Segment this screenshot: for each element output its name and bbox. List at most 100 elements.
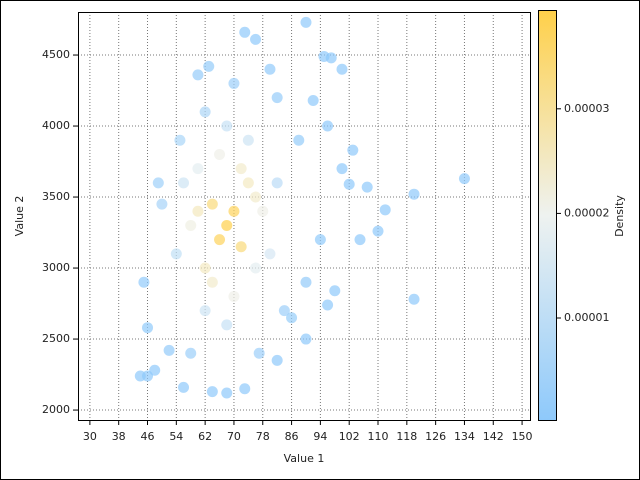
point <box>221 387 233 399</box>
point <box>134 370 146 382</box>
point <box>228 205 240 217</box>
colorbar-tick-label: 0.00001 <box>564 311 610 324</box>
point <box>174 134 186 146</box>
point <box>354 234 366 246</box>
point <box>293 134 305 146</box>
point <box>264 63 276 75</box>
point <box>156 198 168 210</box>
plot-border <box>78 12 531 421</box>
point <box>206 276 218 288</box>
point <box>192 163 204 175</box>
point <box>206 386 218 398</box>
point <box>206 198 218 210</box>
colorbar-label: Density <box>613 195 626 237</box>
point <box>192 205 204 217</box>
x-tick-label: 150 <box>512 430 533 443</box>
point <box>199 262 211 274</box>
point <box>336 163 348 175</box>
point <box>142 322 154 334</box>
point <box>347 144 359 156</box>
colorbar-tick-label: 0.00002 <box>564 206 610 219</box>
point <box>149 364 161 376</box>
point <box>361 181 373 193</box>
point <box>408 293 420 305</box>
plot-area <box>78 12 530 420</box>
y-tick-label: 4000 <box>42 119 70 132</box>
point <box>170 248 182 260</box>
point <box>300 16 312 28</box>
x-tick-label: 70 <box>227 430 241 443</box>
point <box>235 241 247 253</box>
x-tick-label: 62 <box>198 430 212 443</box>
point <box>152 177 164 189</box>
point <box>239 383 251 395</box>
point <box>329 285 341 297</box>
point <box>278 305 290 317</box>
point <box>203 60 215 72</box>
point <box>163 344 175 356</box>
x-tick-label: 38 <box>112 430 126 443</box>
y-tick-label: 3500 <box>42 190 70 203</box>
point <box>214 148 226 160</box>
y-tick-label: 3000 <box>42 261 70 274</box>
x-tick-label: 94 <box>313 430 327 443</box>
x-tick-label: 86 <box>285 430 299 443</box>
point <box>221 120 233 132</box>
point <box>322 299 334 311</box>
point <box>192 69 204 81</box>
point <box>199 305 211 317</box>
y-axis-label: Value 2 <box>13 196 26 237</box>
point <box>214 234 226 246</box>
point <box>185 347 197 359</box>
point <box>221 319 233 331</box>
point <box>178 177 190 189</box>
point <box>307 94 319 106</box>
point <box>228 77 240 89</box>
point <box>336 63 348 75</box>
point <box>242 177 254 189</box>
x-tick-label: 110 <box>368 430 389 443</box>
y-tick-label: 4500 <box>42 48 70 61</box>
point <box>271 354 283 366</box>
colorbar-tick-label: 0.00003 <box>564 102 610 115</box>
point <box>178 381 190 393</box>
point <box>253 347 265 359</box>
points <box>134 16 470 399</box>
point <box>271 177 283 189</box>
colorbar <box>538 10 557 421</box>
point <box>250 191 262 203</box>
point <box>286 312 298 324</box>
x-tick-label: 46 <box>141 430 155 443</box>
x-tick-label: 78 <box>256 430 270 443</box>
point <box>228 290 240 302</box>
point <box>318 50 330 62</box>
point <box>408 188 420 200</box>
point <box>458 173 470 185</box>
point <box>242 134 254 146</box>
x-tick-label: 118 <box>396 430 417 443</box>
point <box>372 225 384 237</box>
x-tick-label: 134 <box>454 430 475 443</box>
point <box>300 276 312 288</box>
point <box>235 163 247 175</box>
x-tick-label: 102 <box>339 430 360 443</box>
point <box>271 92 283 104</box>
y-tick-label: 2500 <box>42 332 70 345</box>
point <box>322 120 334 132</box>
x-tick-label: 126 <box>425 430 446 443</box>
point <box>239 26 251 38</box>
grid <box>78 12 530 420</box>
y-tick-label: 2000 <box>42 403 70 416</box>
point <box>343 178 355 190</box>
x-tick-label: 30 <box>83 430 97 443</box>
x-axis-label: Value 1 <box>284 452 325 465</box>
point <box>250 33 262 45</box>
point <box>250 262 262 274</box>
x-tick-label: 54 <box>169 430 183 443</box>
x-tick-label: 142 <box>483 430 504 443</box>
point <box>379 204 391 216</box>
point <box>185 219 197 231</box>
point <box>264 248 276 260</box>
